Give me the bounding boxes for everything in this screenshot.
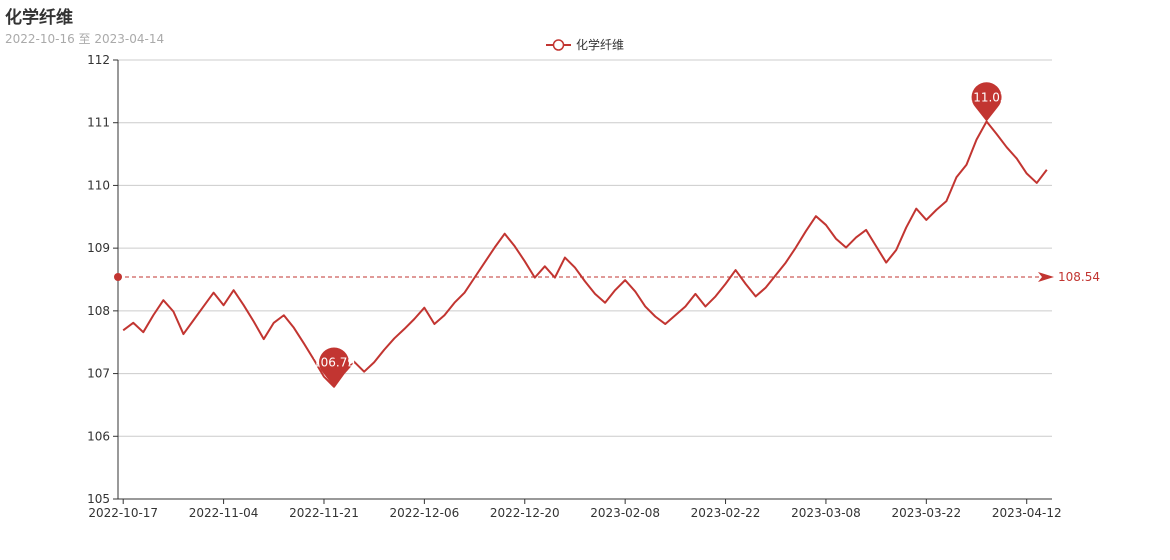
y-tick-label: 105 — [87, 492, 110, 506]
average-line-arrow-icon — [1038, 271, 1054, 282]
legend-label: 化学纤维 — [576, 37, 624, 52]
axes: 105 106 107 108 109 110 111 112 2022-10-17 2022-1… — [87, 53, 1062, 520]
max-mark-label: 111.02 — [966, 90, 1008, 104]
x-tick-label: 2023-03-22 — [891, 506, 961, 520]
map-pin-icon — [319, 347, 350, 387]
x-tick-label: 2022-11-21 — [289, 506, 359, 520]
y-tick-label: 106 — [87, 429, 110, 443]
y-tick-label: 109 — [87, 241, 110, 255]
average-mark-line: 108.54 — [114, 270, 1100, 284]
y-tick-label: 111 — [87, 116, 110, 130]
max-mark-point[interactable]: 111.02 — [966, 82, 1008, 122]
x-tick-label: 2022-11-04 — [189, 506, 259, 520]
legend-circle-icon — [552, 39, 565, 51]
legend[interactable]: 化学纤维 — [546, 37, 624, 52]
min-mark-label: 106.79 — [313, 356, 355, 370]
chart-subtitle: 2022-10-16 至 2023-04-14 — [5, 32, 165, 46]
average-line-label: 108.54 — [1058, 270, 1100, 284]
mark-points: 111.02 106.79 — [313, 82, 1008, 387]
average-line-start-dot — [114, 272, 122, 281]
x-tick-label: 2023-04-12 — [992, 506, 1062, 520]
series-line-group — [122, 120, 1048, 388]
min-mark-point[interactable]: 106.79 — [313, 347, 355, 387]
grid-lines — [118, 59, 1052, 437]
y-tick-label: 108 — [87, 304, 110, 318]
series-line — [122, 120, 1048, 388]
map-pin-icon — [971, 82, 1002, 122]
chart-title: 化学纤维 — [5, 8, 73, 28]
y-tick-label: 110 — [87, 178, 110, 192]
y-tick-label: 112 — [87, 53, 110, 67]
y-tick-label: 107 — [87, 367, 110, 381]
x-tick-label: 2023-03-08 — [791, 506, 861, 520]
x-tick-label: 2023-02-08 — [590, 506, 660, 520]
x-tick-label: 2022-10-17 — [88, 506, 158, 520]
x-tick-label: 2023-02-22 — [691, 506, 761, 520]
x-tick-label: 2022-12-06 — [389, 506, 459, 520]
x-tick-label: 2022-12-20 — [490, 506, 560, 520]
